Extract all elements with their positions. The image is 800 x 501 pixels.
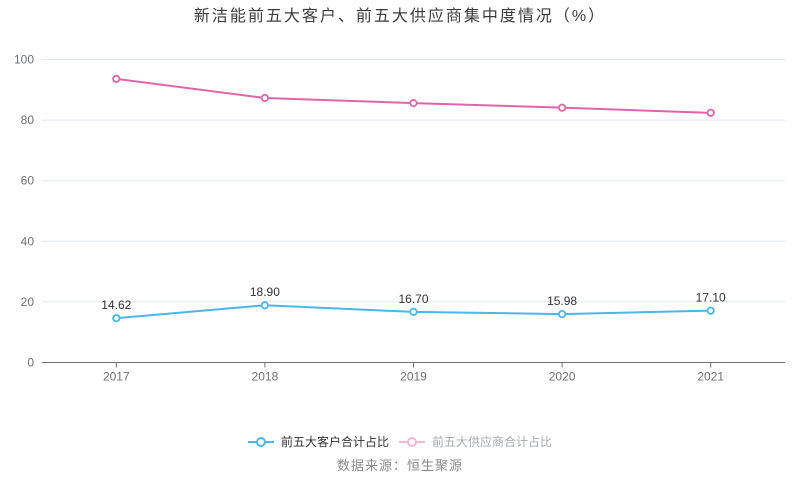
data-point[interactable]	[557, 309, 567, 319]
data-point[interactable]	[557, 103, 567, 112]
data-point[interactable]	[409, 99, 418, 108]
data-point[interactable]	[260, 93, 269, 103]
y-axis-tick-label: 60	[21, 174, 35, 188]
data-point-label: 16.70	[398, 292, 428, 306]
legend-line-marker-icon	[399, 436, 425, 447]
legend-item-1[interactable]: 前五大供应商合计占比	[399, 433, 552, 450]
legend-label: 前五大客户合计占比	[280, 435, 389, 449]
x-axis-tick-label: 2017	[103, 370, 130, 384]
x-axis-tick-label: 2018	[252, 370, 279, 384]
legend-label: 前五大供应商合计占比	[432, 435, 553, 449]
y-axis-tick-label: 80	[21, 113, 35, 127]
data-point-label: 15.98	[547, 294, 577, 308]
y-axis-tick-label: 40	[21, 234, 35, 248]
data-point[interactable]	[112, 74, 121, 83]
data-point[interactable]	[260, 301, 269, 310]
x-axis-tick-label: 2020	[549, 370, 576, 384]
legend: 前五大客户合计占比 前五大供应商合计占比	[0, 433, 800, 450]
data-point-label: 18.90	[250, 285, 280, 299]
y-axis-tick-label: 100	[14, 53, 34, 67]
data-point-label: 17.10	[696, 291, 726, 305]
data-point[interactable]	[112, 314, 121, 323]
data-point-label: 14.62	[101, 298, 131, 312]
data-source: 数据来源：恒生聚源	[336, 458, 463, 473]
x-axis-tick-label: 2019	[400, 370, 427, 384]
plot-area: 0 20 40 60 80 100 2017 2018 2019 2020 2021 14.62 18.…	[14, 53, 785, 384]
data-point[interactable]	[706, 306, 715, 315]
data-point[interactable]	[409, 307, 418, 316]
legend-line-marker-icon	[247, 436, 274, 447]
legend-item-0[interactable]: 前五大客户合计占比	[247, 433, 389, 450]
y-axis-tick-label: 20	[21, 295, 35, 309]
y-axis-tick-label: 0	[27, 356, 34, 370]
data-point[interactable]	[706, 108, 715, 117]
series-line-1	[115, 77, 712, 114]
chart-title: 新洁能前五大客户、前五大供应商集中度情况（%）	[193, 8, 607, 25]
x-axis-tick-label: 2021	[697, 370, 724, 384]
